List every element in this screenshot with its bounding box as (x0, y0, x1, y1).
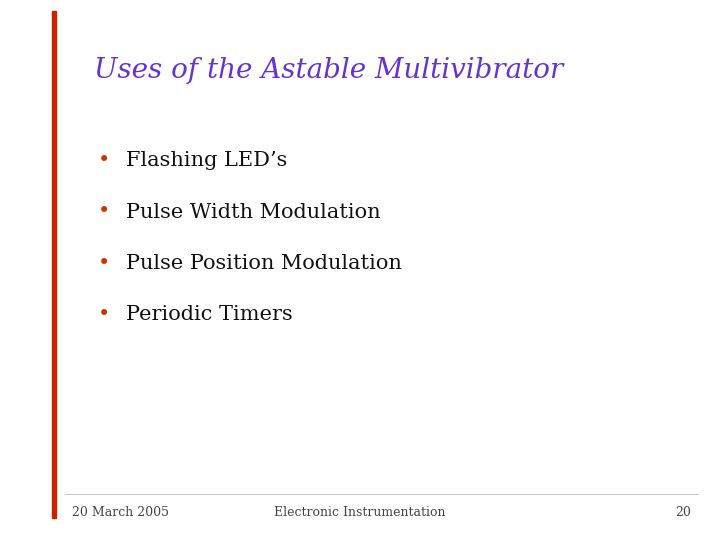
Text: Flashing LED’s: Flashing LED’s (126, 151, 287, 170)
Text: Pulse Width Modulation: Pulse Width Modulation (126, 202, 381, 221)
Text: Pulse Position Modulation: Pulse Position Modulation (126, 254, 402, 273)
Text: •: • (98, 254, 111, 273)
Text: 20 March 2005: 20 March 2005 (72, 507, 169, 519)
Text: •: • (98, 305, 111, 324)
Text: •: • (98, 151, 111, 170)
Bar (52, 11, 56, 518)
Text: 20: 20 (675, 507, 691, 519)
Text: Electronic Instrumentation: Electronic Instrumentation (274, 507, 446, 519)
Text: Periodic Timers: Periodic Timers (126, 305, 293, 324)
Text: Uses of the Astable Multivibrator: Uses of the Astable Multivibrator (94, 57, 563, 84)
Text: •: • (98, 202, 111, 221)
